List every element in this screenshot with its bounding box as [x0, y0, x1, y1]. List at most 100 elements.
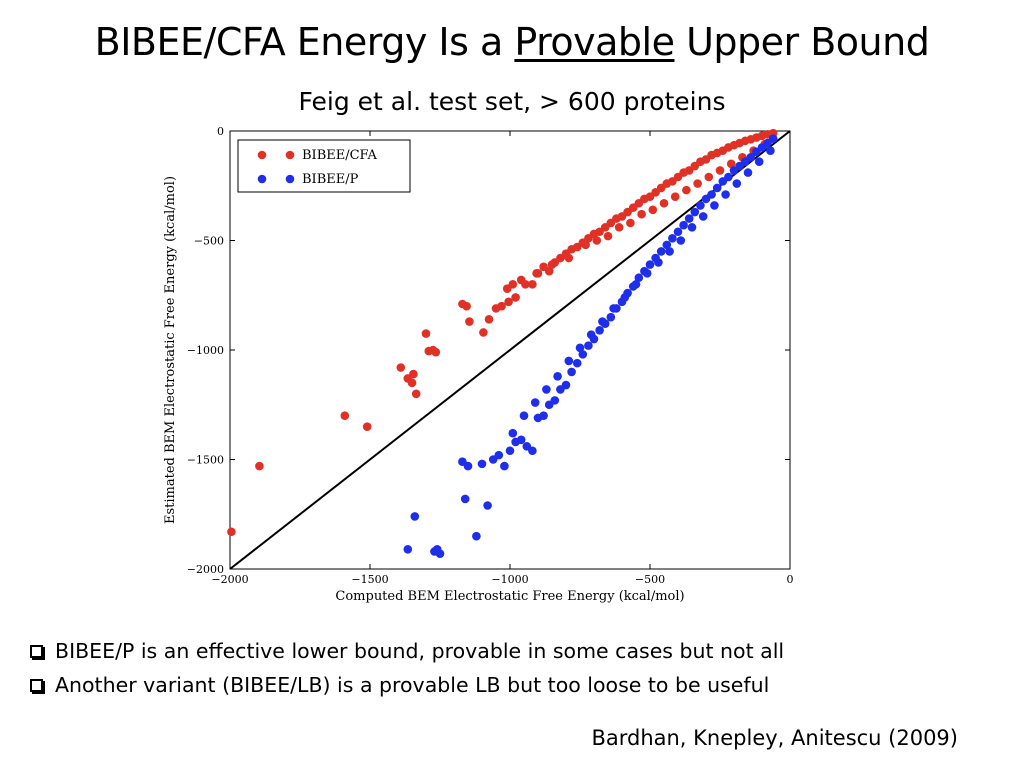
data-point [614, 223, 624, 232]
data-point [431, 347, 441, 357]
data-point [505, 446, 515, 456]
data-point [609, 304, 618, 313]
data-point [547, 260, 557, 269]
data-point [710, 201, 719, 210]
data-point [586, 330, 596, 339]
data-point [567, 367, 576, 377]
data-point [508, 280, 518, 289]
data-point [578, 350, 588, 359]
data-point [362, 422, 372, 431]
data-point [550, 396, 560, 405]
data-point [410, 512, 420, 521]
data-point [645, 260, 655, 269]
bullet-list: BIBEE/P is an effective lower bound, pro… [30, 634, 1010, 702]
data-point [626, 218, 635, 228]
data-point [407, 378, 417, 388]
data-point [396, 363, 406, 372]
data-point [634, 273, 644, 283]
citation: Bardhan, Knepley, Anitescu (2009) [591, 726, 958, 750]
bullet-item: BIBEE/P is an effective lower bound, pro… [30, 634, 1010, 668]
data-point [721, 190, 730, 199]
data-point [584, 341, 593, 350]
data-point [595, 325, 604, 335]
bullet-item: Another variant (BIBEE/LB) is a provable… [30, 668, 1010, 702]
data-point [766, 146, 775, 156]
data-point [698, 212, 708, 221]
data-point [679, 220, 688, 230]
data-point [592, 236, 602, 245]
data-point [768, 134, 778, 143]
scatter-chart: −2000 −1500 −1000 −500 0 0 −500 −1000 −1500 −2000… [163, 125, 794, 604]
bullet-text: Another variant (BIBEE/LB) is a provable… [55, 673, 770, 697]
data-point [712, 183, 722, 193]
data-point [504, 297, 513, 307]
title-underlined-word: Provable [514, 20, 675, 64]
data-point [477, 459, 487, 469]
data-point [637, 209, 646, 219]
slide-title: BIBEE/CFA Energy Is a Provable Upper Bou… [0, 18, 1024, 66]
y-tick-label: −2000 [187, 563, 224, 576]
data-point [642, 269, 652, 278]
data-point [421, 329, 431, 338]
series-bibee-cfa [227, 128, 778, 537]
data-point [411, 389, 421, 399]
data-point [662, 240, 672, 250]
data-point [732, 179, 742, 188]
data-point [435, 549, 445, 558]
data-point [564, 253, 574, 263]
data-point [472, 531, 481, 541]
data-point [693, 179, 702, 188]
data-point [581, 240, 590, 250]
data-point [462, 301, 471, 311]
data-point [561, 380, 571, 390]
data-point [564, 356, 574, 366]
data-point [598, 317, 607, 326]
data-point [704, 172, 714, 182]
data-point [530, 398, 540, 407]
y-tick-label: −1000 [187, 344, 224, 357]
data-point [227, 527, 236, 537]
data-point [656, 247, 666, 256]
data-point [494, 450, 504, 460]
data-point [620, 293, 630, 302]
data-point [707, 190, 716, 199]
data-point [409, 369, 418, 379]
x-axis-label: Computed BEM Electrostatic Free Energy (… [335, 589, 684, 604]
data-point [676, 236, 686, 245]
data-point [511, 293, 520, 302]
data-point [460, 494, 470, 504]
data-point [682, 185, 691, 195]
data-point [463, 461, 473, 471]
data-point [684, 214, 694, 223]
data-point [696, 201, 705, 210]
title-suffix: Upper Bound [674, 20, 930, 64]
data-point [631, 280, 641, 289]
data-point [255, 461, 264, 471]
data-point [553, 371, 562, 381]
data-point [724, 172, 733, 182]
legend-marker [285, 174, 295, 184]
data-point [687, 223, 697, 232]
data-point [484, 315, 494, 324]
legend: BIBEE/CFA BIBEE/P [237, 139, 411, 193]
legend-box [237, 139, 411, 193]
y-tick-label: −1500 [187, 454, 224, 467]
data-point [606, 312, 616, 322]
data-point [497, 301, 506, 311]
data-point [754, 157, 764, 166]
data-point [659, 198, 669, 208]
data-point [479, 328, 488, 337]
series-bibee-p [403, 134, 778, 558]
x-tick-label: −1000 [491, 573, 528, 586]
data-point [516, 435, 526, 445]
data-point [521, 280, 530, 289]
data-point [673, 227, 683, 237]
data-point [743, 168, 753, 177]
data-point [483, 501, 492, 510]
y-axis-label: Estimated BEM Electrostatic Free Energy … [163, 176, 178, 524]
data-point [403, 544, 413, 554]
data-point [528, 446, 537, 456]
x-tick-label: −2000 [211, 573, 248, 586]
y-tick-label: 0 [217, 125, 224, 138]
data-point [528, 280, 537, 289]
